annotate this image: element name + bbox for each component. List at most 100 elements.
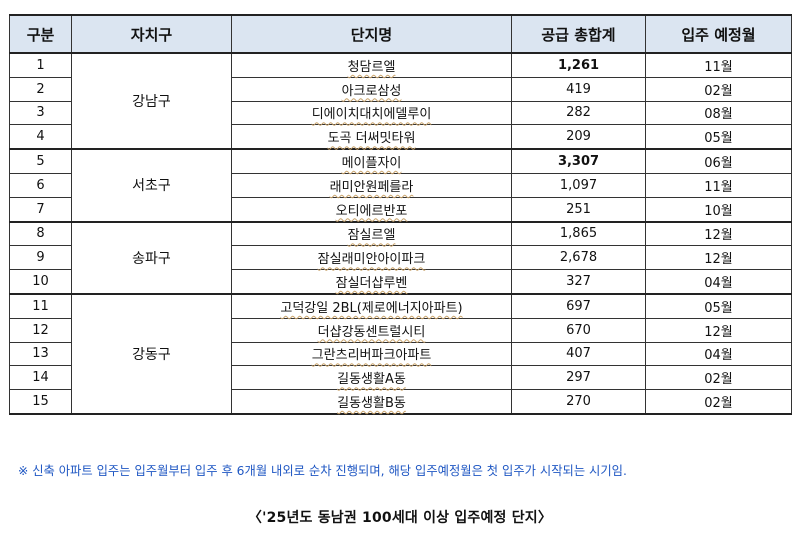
table-row: 10 잠실더샵루벤 327 04월 (9, 269, 792, 295)
table-row: 4 도곡 더써밋타워 209 05월 (9, 124, 792, 151)
row-number: 9 (9, 245, 72, 271)
table-row: 8 송파구 잠실르엘 1,865 12월 (9, 221, 792, 295)
move-in-month-cell: 04월 (645, 269, 792, 295)
row-number: 11 (9, 293, 72, 319)
complex-name-cell: 잠실더샵루벤 (231, 269, 512, 295)
complex-name: 청담르엘 (347, 59, 396, 75)
row-number: 1 (9, 52, 72, 78)
move-in-month-cell: 05월 (645, 124, 792, 151)
supply-total-cell: 2,678 (511, 245, 646, 271)
row-number: 8 (9, 221, 72, 247)
supply-total-cell: 251 (511, 196, 646, 223)
header-supply-total: 공급 총합계 (511, 14, 646, 54)
complex-name-cell: 그란츠리버파크아파트 (231, 341, 512, 367)
header-row: 구분 자치구 단지명 공급 총합계 입주 예정월 (9, 14, 792, 54)
complex-name: 잠실래미안아이파크 (317, 252, 426, 268)
complex-name-cell: 길동생활A동 (231, 365, 512, 391)
housing-table: 구분 자치구 단지명 공급 총합계 입주 예정월 1 강남구 청담르엘 1,261 11… (9, 14, 792, 415)
table-row: 11 강동구 고덕강일 2BL(제로에너지아파트) 697 05월 (9, 293, 792, 415)
supply-total-cell: 407 (511, 341, 646, 367)
complex-name: 길동생활A동 (337, 372, 406, 388)
supply-total-cell: 697 (511, 293, 646, 319)
complex-name-cell: 오티에르반포 (231, 196, 512, 223)
complex-name-cell: 길동생활B동 (231, 389, 512, 415)
header-move-in-month: 입주 예정월 (645, 14, 792, 54)
supply-total-cell: 297 (511, 365, 646, 391)
row-number: 7 (9, 196, 72, 223)
header-complex-name: 단지명 (231, 14, 512, 54)
district-cell: 서초구 (71, 148, 232, 223)
move-in-month-cell: 12월 (645, 245, 792, 271)
complex-name-cell: 아크로삼성 (231, 76, 512, 102)
move-in-month-cell: 11월 (645, 52, 792, 78)
complex-name-cell: 메이플자이 (231, 148, 512, 174)
move-in-month-cell: 02월 (645, 389, 792, 415)
table-row: 7 오티에르반포 251 10월 (9, 196, 792, 223)
header-district: 자치구 (71, 14, 232, 54)
table-row: 5 서초구 메이플자이 3,307 06월 (9, 148, 792, 223)
row-number: 2 (9, 76, 72, 102)
complex-name: 메이플자이 (341, 156, 402, 172)
complex-name: 더샵강동센트럴시티 (317, 324, 426, 340)
move-in-month-cell: 04월 (645, 341, 792, 367)
complex-name: 그란츠리버파크아파트 (311, 348, 432, 364)
complex-name: 디에이치대치에델루이 (311, 107, 432, 123)
complex-name-cell: 청담르엘 (231, 52, 512, 78)
complex-name: 래미안원페를라 (329, 179, 414, 195)
footnote: ※ 신축 아파트 입주는 입주월부터 입주 후 6개월 내외로 순차 진행되며,… (18, 464, 627, 478)
supply-total-cell: 419 (511, 76, 646, 102)
complex-name: 잠실더샵루벤 (335, 276, 408, 292)
move-in-month-cell: 02월 (645, 365, 792, 391)
complex-name: 오티에르반포 (335, 203, 408, 219)
complex-name-cell: 더샵강동센트럴시티 (231, 317, 512, 343)
complex-name: 고덕강일 2BL(제로에너지아파트) (280, 300, 463, 316)
table-row: 12 더샵강동센트럴시티 670 12월 (9, 317, 792, 343)
complex-name: 도곡 더써밋타워 (327, 131, 416, 147)
supply-total-cell: 270 (511, 389, 646, 415)
table-row: 1 강남구 청담르엘 1,261 11월 (9, 52, 792, 151)
row-number: 13 (9, 341, 72, 367)
complex-name: 아크로삼성 (341, 83, 402, 99)
table-row: 3 디에이치대치에델루이 282 08월 (9, 100, 792, 126)
district-cell: 강남구 (71, 52, 232, 151)
table-caption: 〈'25년도 동남권 100세대 이상 입주예정 단지〉 (247, 510, 553, 526)
complex-name-cell: 래미안원페를라 (231, 172, 512, 198)
supply-total-cell: 1,097 (511, 172, 646, 198)
move-in-month-cell: 06월 (645, 148, 792, 174)
complex-name: 길동생활B동 (337, 396, 406, 412)
row-number: 3 (9, 100, 72, 126)
move-in-month-cell: 05월 (645, 293, 792, 319)
table-row: 13 그란츠리버파크아파트 407 04월 (9, 341, 792, 367)
move-in-month-cell: 08월 (645, 100, 792, 126)
move-in-month-cell: 10월 (645, 196, 792, 223)
table-body: 1 강남구 청담르엘 1,261 11월 2 아크로삼성 419 02월 3 디에이치대치에델루이 2… (9, 52, 792, 415)
row-number: 12 (9, 317, 72, 343)
row-number: 15 (9, 389, 72, 415)
supply-total-cell: 3,307 (511, 148, 646, 174)
supply-total-cell: 1,261 (511, 52, 646, 78)
table-row: 6 래미안원페를라 1,097 11월 (9, 172, 792, 198)
row-number: 14 (9, 365, 72, 391)
move-in-month-cell: 12월 (645, 221, 792, 247)
row-number: 4 (9, 124, 72, 151)
complex-name: 잠실르엘 (347, 228, 396, 244)
supply-total-cell: 1,865 (511, 221, 646, 247)
row-number: 10 (9, 269, 72, 295)
supply-total-cell: 670 (511, 317, 646, 343)
move-in-month-cell: 11월 (645, 172, 792, 198)
complex-name-cell: 잠실래미안아이파크 (231, 245, 512, 271)
header-no: 구분 (9, 14, 72, 54)
table-row: 15 길동생활B동 270 02월 (9, 389, 792, 415)
move-in-month-cell: 02월 (645, 76, 792, 102)
move-in-month-cell: 12월 (645, 317, 792, 343)
row-number: 5 (9, 148, 72, 174)
complex-name-cell: 고덕강일 2BL(제로에너지아파트) (231, 293, 512, 319)
table-header: 구분 자치구 단지명 공급 총합계 입주 예정월 (9, 14, 792, 54)
supply-total-cell: 209 (511, 124, 646, 151)
complex-name-cell: 디에이치대치에델루이 (231, 100, 512, 126)
table-row: 9 잠실래미안아이파크 2,678 12월 (9, 245, 792, 271)
supply-total-cell: 327 (511, 269, 646, 295)
supply-total-cell: 282 (511, 100, 646, 126)
district-cell: 송파구 (71, 221, 232, 295)
row-number: 6 (9, 172, 72, 198)
